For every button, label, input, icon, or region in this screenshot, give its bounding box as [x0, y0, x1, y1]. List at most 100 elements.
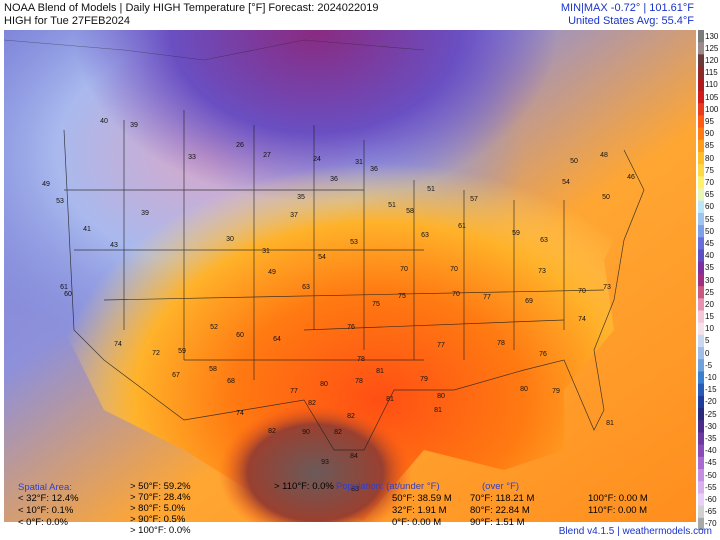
- temperature-value: 84: [350, 453, 358, 460]
- scale-label: -60: [705, 495, 717, 504]
- temperature-value: 90: [302, 429, 310, 436]
- temperature-value: 26: [236, 142, 244, 149]
- temperature-value: 58: [406, 208, 414, 215]
- scale-label: -25: [705, 409, 717, 419]
- scale-swatch: [698, 322, 704, 336]
- scale-label: 50: [705, 226, 714, 236]
- temperature-value: 82: [347, 413, 355, 420]
- scale-swatch: [698, 371, 704, 385]
- scale-label: -55: [705, 482, 717, 492]
- temperature-value: 81: [386, 396, 394, 403]
- map-graphic: [4, 30, 696, 522]
- temperature-value: 58: [209, 366, 217, 373]
- scale-label: 60: [705, 202, 714, 212]
- scale-swatch: [698, 456, 704, 470]
- scale-label: -15: [705, 385, 717, 395]
- stat-lt0: < 0°F: 0.0%: [18, 517, 69, 528]
- scale-label: 5: [705, 336, 710, 346]
- temperature-value: 30: [226, 236, 234, 243]
- temperature-value: 75: [372, 301, 380, 308]
- scale-swatch: [698, 505, 704, 519]
- temperature-value: 78: [357, 356, 365, 363]
- footer-credit[interactable]: Blend v4.1.5 | weathermodels.com: [558, 526, 712, 537]
- scale-swatch: [698, 261, 704, 275]
- temperature-value: 39: [141, 210, 149, 217]
- scale-swatch: [698, 42, 704, 55]
- scale-label: 75: [705, 165, 714, 175]
- scale-label: 100: [705, 104, 719, 114]
- scale-label: 80: [705, 153, 714, 163]
- temperature-value: 36: [370, 166, 378, 173]
- scale-label: 15: [705, 312, 714, 322]
- scale-swatch: [698, 164, 704, 177]
- temperature-value: 31: [355, 159, 363, 166]
- temperature-value: 76: [347, 324, 355, 331]
- scale-swatch: [698, 249, 704, 263]
- temperature-value: 27: [263, 152, 271, 159]
- color-scale: 130 125 120 115 110 105 100 95 90 85 80 75 70 65 60 55 5…: [698, 30, 720, 530]
- scale-swatch: [698, 151, 704, 165]
- temperature-value: 72: [152, 350, 160, 357]
- temperature-value: 82: [334, 429, 342, 436]
- temperature-value: 52: [210, 324, 218, 331]
- temperature-value: 33: [188, 154, 196, 161]
- temperature-value: 77: [483, 294, 491, 301]
- scale-label: 30: [705, 275, 714, 285]
- scale-label: -5: [705, 360, 713, 370]
- temperature-value: 61: [60, 284, 68, 291]
- scale-swatch: [698, 310, 704, 324]
- map-title: NOAA Blend of Models | Daily HIGH Temper…: [4, 2, 379, 28]
- map-summary: MIN|MAX -0.72° | 101.61°F United States …: [561, 2, 694, 28]
- temperature-value: 73: [538, 268, 546, 275]
- temperature-value: 43: [110, 242, 118, 249]
- scale-swatch: [698, 200, 704, 214]
- scale-label: -45: [705, 458, 717, 468]
- temperature-value: 50: [570, 158, 578, 165]
- scale-swatch: [698, 237, 704, 251]
- temperature-value: 74: [578, 316, 586, 323]
- scale-label: -40: [705, 446, 717, 456]
- temperature-value: 57: [470, 196, 478, 203]
- temperature-value: 48: [600, 152, 608, 159]
- scale-label: 110: [705, 80, 718, 90]
- temperature-value: 59: [178, 348, 186, 355]
- state-borders: [63, 110, 645, 451]
- temperature-value: 82: [308, 400, 316, 407]
- scale-swatch: [698, 408, 704, 421]
- temperature-value: 46: [627, 174, 635, 181]
- temperature-value: 81: [376, 368, 384, 375]
- scale-swatch: [698, 286, 704, 299]
- temperature-value: 40: [100, 118, 108, 125]
- scale-label: -20: [705, 397, 717, 407]
- temperature-value: 83: [351, 486, 359, 493]
- temperature-value: 51: [427, 186, 435, 193]
- scale-swatch: [698, 188, 704, 202]
- temperature-value: 68: [227, 378, 235, 385]
- scale-label: 85: [705, 141, 714, 151]
- temperature-value: 50: [602, 194, 610, 201]
- scale-swatch: [698, 78, 704, 92]
- pop-110: 110°F: 0.00 M: [588, 505, 648, 516]
- scale-label: 130: [705, 31, 719, 41]
- temperature-value: 80: [520, 386, 528, 393]
- stat-gt100: > 100°F: 0.0%: [130, 525, 191, 536]
- scale-swatch: [698, 420, 704, 433]
- scale-swatch: [698, 347, 704, 360]
- temperature-value: 67: [172, 372, 180, 379]
- stat-gt90: > 90°F: 0.5%: [130, 514, 186, 525]
- scale-swatch: [698, 383, 704, 397]
- scale-label: 45: [705, 238, 714, 248]
- scale-swatch: [698, 395, 704, 409]
- temperature-map[interactable]: 40 39 33 26 27 24 31 36 36 35 37 51 51 57 54 50 48 46 50 49…: [4, 30, 696, 522]
- scale-swatch: [698, 225, 704, 238]
- temperature-value: 39: [130, 122, 138, 129]
- temperature-value: 49: [268, 269, 276, 276]
- pop-100: 100°F: 0.00 M: [588, 493, 648, 504]
- stat-gt80: > 80°F: 5.0%: [130, 503, 186, 514]
- temperature-value: 69: [525, 298, 533, 305]
- temperature-value: 70: [450, 266, 458, 273]
- temperature-value: 59: [512, 230, 520, 237]
- temperature-value: 53: [350, 239, 358, 246]
- scale-label: 40: [705, 251, 714, 261]
- scale-label: -30: [705, 421, 717, 431]
